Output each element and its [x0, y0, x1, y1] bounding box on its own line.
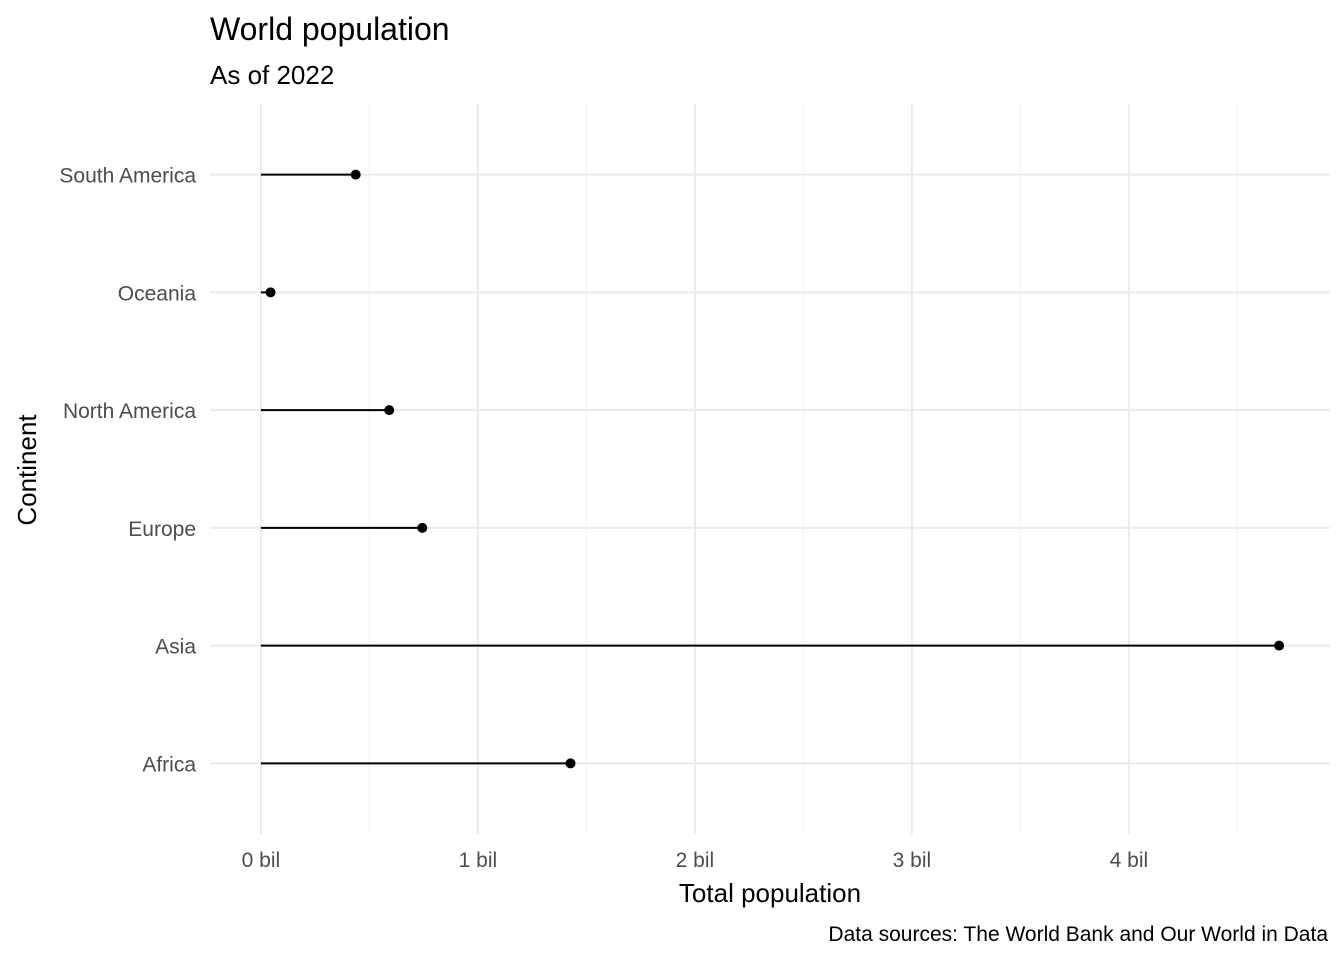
chart-subtitle: As of 2022 [210, 60, 334, 90]
y-tick-label: Oceania [118, 282, 197, 305]
data-marks [260, 169, 1285, 769]
y-axis-tick-labels: Africa Asia Europe North America Oceania Sout… [59, 165, 196, 777]
grid-lines [210, 104, 1330, 834]
x-tick-label: 4 bil [1110, 849, 1149, 872]
y-axis-title: Continent [12, 414, 42, 526]
y-tick-label: North America [63, 400, 196, 423]
lollipop-point [350, 169, 361, 180]
x-tick-label: 3 bil [893, 849, 932, 872]
y-tick-label: Africa [142, 753, 196, 776]
chart-caption: Data sources: The World Bank and Our Wor… [828, 923, 1328, 946]
y-tick-label: Europe [128, 518, 196, 541]
lollipop-point [417, 522, 428, 533]
x-axis-title: Total population [679, 878, 861, 908]
lollipop-point [384, 405, 395, 416]
x-tick-label: 1 bil [459, 849, 498, 872]
x-tick-label: 2 bil [676, 849, 715, 872]
y-tick-label: Asia [155, 636, 196, 659]
y-tick-label: South America [59, 165, 196, 188]
lollipop-point [565, 758, 576, 769]
x-tick-label: 0 bil [242, 849, 281, 872]
lollipop-point [265, 287, 276, 298]
chart-title: World population [210, 11, 450, 47]
x-axis-tick-labels: 0 bil 1 bil 2 bil 3 bil 4 bil [242, 849, 1149, 872]
lollipop-point [1274, 640, 1285, 651]
